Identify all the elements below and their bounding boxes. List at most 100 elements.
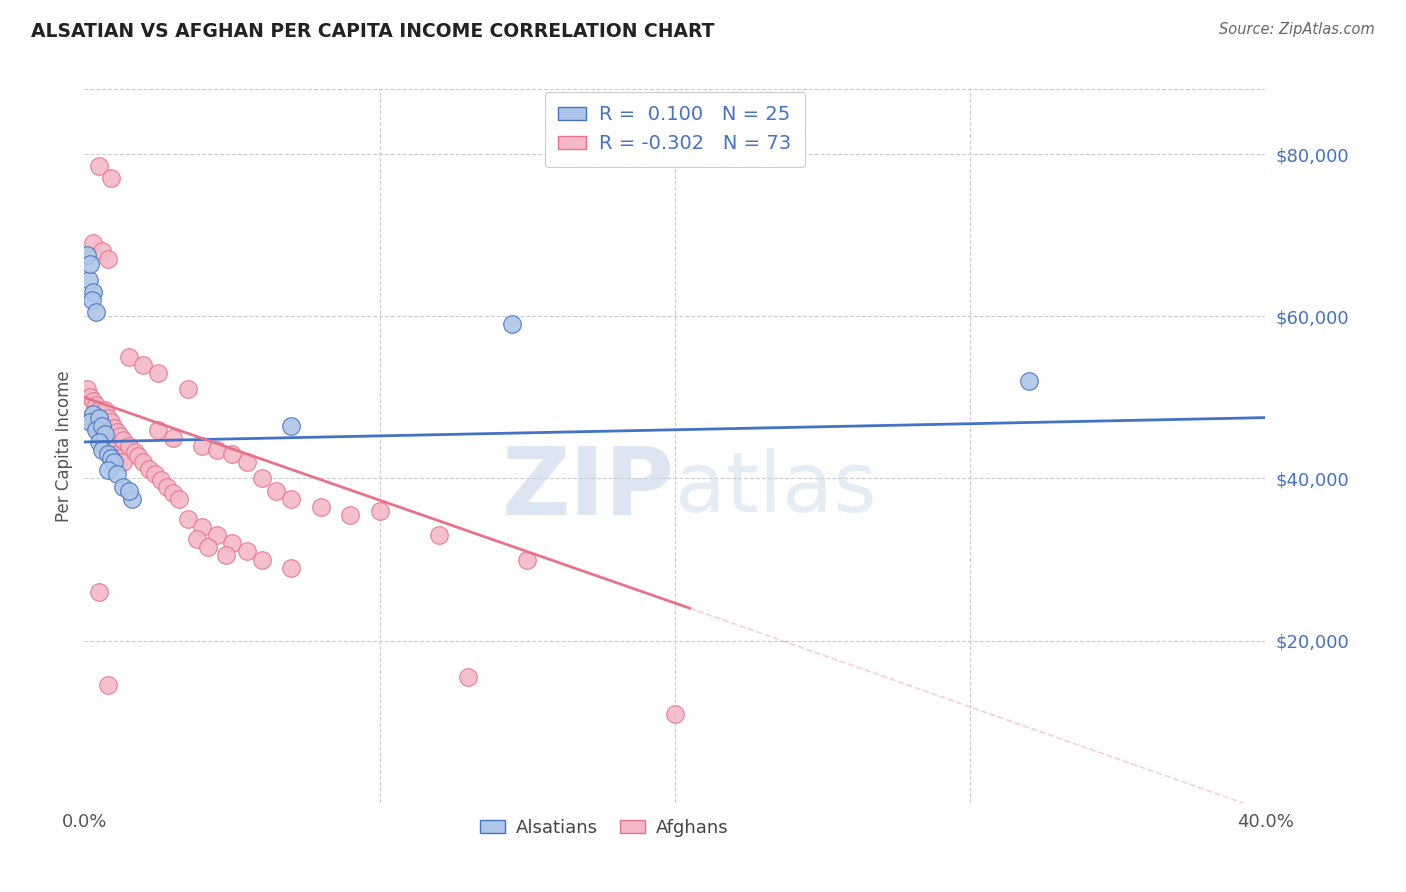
Point bbox=[103, 455, 125, 469]
Point bbox=[103, 421, 125, 435]
Y-axis label: Per Capita Income: Per Capita Income bbox=[55, 370, 73, 522]
Point bbox=[127, 449, 149, 463]
Point bbox=[266, 483, 288, 498]
Point bbox=[77, 273, 100, 287]
Point bbox=[76, 382, 98, 396]
Point bbox=[91, 418, 114, 433]
Point bbox=[84, 423, 107, 437]
Point bbox=[143, 467, 166, 482]
Point bbox=[79, 256, 101, 270]
Point bbox=[138, 461, 160, 475]
Point bbox=[427, 528, 450, 542]
Point bbox=[97, 463, 120, 477]
Text: Source: ZipAtlas.com: Source: ZipAtlas.com bbox=[1219, 22, 1375, 37]
Point bbox=[132, 455, 155, 469]
Point bbox=[105, 425, 128, 440]
Point bbox=[91, 443, 114, 458]
Text: ZIP: ZIP bbox=[502, 442, 675, 535]
Point bbox=[94, 426, 117, 441]
Point bbox=[91, 407, 114, 421]
Point bbox=[111, 479, 134, 493]
Point bbox=[76, 248, 98, 262]
Point bbox=[105, 467, 128, 482]
Legend: Alsatians, Afghans: Alsatians, Afghans bbox=[472, 812, 735, 844]
Point bbox=[207, 443, 229, 458]
Point bbox=[100, 171, 122, 186]
Point bbox=[156, 479, 179, 493]
Point bbox=[84, 418, 107, 433]
Point bbox=[457, 670, 479, 684]
Point bbox=[516, 552, 538, 566]
Point bbox=[87, 159, 111, 173]
Point bbox=[80, 293, 103, 307]
Point bbox=[79, 415, 101, 429]
Point bbox=[97, 252, 120, 267]
Point bbox=[82, 415, 104, 429]
Point bbox=[162, 431, 184, 445]
Text: atlas: atlas bbox=[675, 449, 876, 529]
Point bbox=[84, 399, 107, 413]
Point bbox=[309, 500, 332, 514]
Point bbox=[91, 426, 114, 441]
Point bbox=[197, 541, 219, 555]
Point bbox=[108, 429, 131, 443]
Point bbox=[87, 402, 111, 417]
Point bbox=[501, 318, 523, 332]
Text: ALSATIAN VS AFGHAN PER CAPITA INCOME CORRELATION CHART: ALSATIAN VS AFGHAN PER CAPITA INCOME COR… bbox=[31, 22, 714, 41]
Point bbox=[250, 471, 273, 485]
Point bbox=[111, 455, 134, 469]
Point bbox=[124, 445, 146, 459]
Point bbox=[118, 350, 141, 364]
Point bbox=[105, 447, 128, 461]
Point bbox=[121, 491, 143, 506]
Point bbox=[79, 410, 101, 425]
Point bbox=[280, 491, 302, 506]
Point bbox=[150, 473, 173, 487]
Point bbox=[111, 433, 134, 447]
Point bbox=[100, 439, 122, 453]
Point bbox=[221, 536, 243, 550]
Point bbox=[207, 528, 229, 542]
Point bbox=[280, 418, 302, 433]
Point bbox=[103, 443, 125, 458]
Point bbox=[84, 305, 107, 319]
Point bbox=[215, 549, 238, 563]
Point bbox=[94, 402, 117, 417]
Point bbox=[148, 423, 170, 437]
Point bbox=[82, 285, 104, 299]
Point bbox=[177, 382, 200, 396]
Point bbox=[167, 491, 190, 506]
Point bbox=[79, 390, 101, 404]
Point bbox=[186, 533, 208, 547]
Point bbox=[87, 585, 111, 599]
Point bbox=[100, 451, 122, 466]
Point bbox=[368, 504, 391, 518]
Point bbox=[148, 366, 170, 380]
Point bbox=[118, 483, 141, 498]
Point bbox=[221, 447, 243, 461]
Point bbox=[100, 415, 122, 429]
Point bbox=[82, 407, 104, 421]
Point bbox=[97, 678, 120, 692]
Point bbox=[177, 512, 200, 526]
Point bbox=[132, 358, 155, 372]
Point bbox=[82, 236, 104, 251]
Point bbox=[97, 447, 120, 461]
Point bbox=[118, 439, 141, 453]
Point bbox=[91, 244, 114, 259]
Point bbox=[339, 508, 361, 522]
Point bbox=[87, 423, 111, 437]
Point bbox=[280, 560, 302, 574]
Point bbox=[97, 434, 120, 449]
Point bbox=[162, 486, 184, 500]
Point bbox=[236, 455, 259, 469]
Point bbox=[191, 520, 214, 534]
Point bbox=[664, 706, 686, 721]
Point bbox=[108, 451, 131, 466]
Point bbox=[1018, 374, 1040, 388]
Point bbox=[97, 410, 120, 425]
Point bbox=[82, 394, 104, 409]
Point bbox=[250, 552, 273, 566]
Point bbox=[191, 439, 214, 453]
Point bbox=[94, 431, 117, 445]
